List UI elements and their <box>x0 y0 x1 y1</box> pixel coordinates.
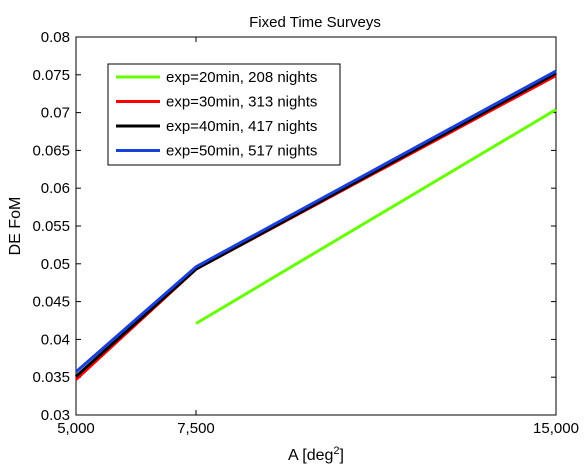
y-tick-label: 0.07 <box>41 105 70 122</box>
x-tick-label: 7,500 <box>177 420 215 437</box>
series-line-1 <box>195 108 557 325</box>
x-axis-title-superscript: 2 <box>333 445 339 457</box>
chart-title: Fixed Time Surveys <box>249 14 381 31</box>
y-tick-labels: 0.03 0.035 0.04 0.045 0.05 0.055 0.06 0.065 0.07… <box>32 29 70 424</box>
series-line-4 <box>75 69 557 374</box>
legend-label: exp=50min, 517 nights <box>166 143 317 160</box>
legend-label: exp=20min, 208 nights <box>166 69 317 86</box>
x-axis-title-end: ] <box>340 447 344 464</box>
legend-label: exp=30min, 313 nights <box>166 94 317 111</box>
legend-box <box>107 63 341 166</box>
y-tick-label: 0.04 <box>41 331 70 348</box>
y-tick-label: 0.055 <box>32 218 70 235</box>
y-axis-title: DE FoM <box>7 197 24 256</box>
ticks <box>75 36 557 416</box>
y-tick-label: 0.065 <box>32 142 70 159</box>
y-tick-label: 0.05 <box>41 256 70 273</box>
y-tick-label: 0.075 <box>32 67 70 84</box>
x-tick-label: 5,000 <box>57 420 95 437</box>
legend: exp=20min, 208 nights exp=30min, 313 nigh… <box>107 63 341 166</box>
x-tick-labels: 5,000 7,500 15,000 <box>57 420 579 437</box>
x-axis-title: A [deg2] <box>288 445 344 464</box>
legend-items: exp=20min, 208 nights exp=30min, 313 nigh… <box>116 69 317 160</box>
series-lines <box>74 69 557 381</box>
legend-label: exp=40min, 417 nights <box>166 118 317 135</box>
y-tick-label: 0.035 <box>32 369 70 386</box>
x-tick-label: 15,000 <box>533 420 579 437</box>
x-axis-title-main: A [deg <box>288 447 333 464</box>
y-tick-label: 0.03 <box>41 407 70 424</box>
y-tick-label: 0.06 <box>41 180 70 197</box>
series-line-3 <box>74 71 557 378</box>
y-tick-label: 0.045 <box>32 294 70 311</box>
y-tick-label: 0.08 <box>41 29 70 46</box>
